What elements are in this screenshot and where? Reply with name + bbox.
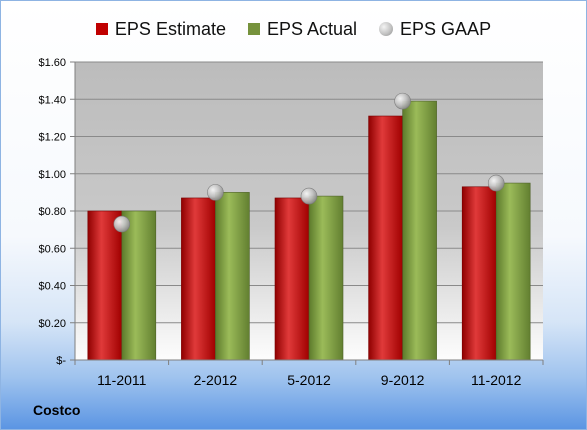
- y-tick-label-3: $0.60: [38, 243, 66, 255]
- bar-eps-estimate-4: [461, 186, 497, 361]
- legend: EPS Estimate EPS Actual EPS GAAP: [0, 14, 587, 44]
- bar-eps-estimate-0: [87, 210, 123, 361]
- y-tick-label-1: $0.20: [38, 318, 66, 330]
- x-tick-label-0: 11-2011: [97, 372, 147, 388]
- marker-eps-gaap-2: [300, 187, 318, 205]
- marker-eps-gaap-0: [113, 215, 131, 233]
- marker-eps-gaap-4: [487, 174, 505, 192]
- x-tick-label-4: 11-2012: [471, 372, 522, 388]
- bars: [87, 100, 531, 361]
- y-tick-label-6: $1.20: [38, 132, 66, 144]
- y-tick-label-5: $1.00: [38, 169, 66, 181]
- x-tick-label-2: 5-2012: [287, 372, 331, 388]
- bar-eps-estimate-2: [274, 197, 310, 361]
- bar-eps-actual-2: [308, 195, 344, 361]
- legend-label-eps-gaap: EPS GAAP: [400, 18, 492, 39]
- legend-swatch-eps-actual: [247, 23, 260, 35]
- bar-eps-estimate-3: [368, 115, 403, 361]
- legend-item-eps-gaap: EPS GAAP: [379, 19, 491, 40]
- bar-eps-actual-1: [215, 192, 250, 361]
- bar-eps-estimate-1: [181, 197, 216, 361]
- y-tick-label-7: $1.40: [38, 94, 66, 106]
- company-label: Costco: [33, 402, 81, 418]
- x-tick-label-3: 9-2012: [381, 372, 425, 388]
- marker-eps-gaap-3: [394, 92, 411, 110]
- y-tick-label-0: $-: [56, 355, 66, 367]
- legend-label-eps-actual: EPS Actual: [266, 18, 358, 39]
- bar-eps-actual-4: [495, 182, 531, 361]
- bar-eps-actual-3: [402, 100, 437, 361]
- x-tick-label-1: 2-2012: [194, 372, 238, 388]
- x-axis: 11-2011 2-2012 5-2012 9-2012 11-2012: [74, 359, 544, 388]
- legend-item-eps-actual: EPS Actual: [247, 18, 358, 40]
- legend-item-eps-estimate: EPS Estimate: [95, 18, 226, 40]
- bar-eps-actual-0: [121, 210, 157, 361]
- legend-label-eps-estimate: EPS Estimate: [114, 18, 226, 39]
- y-tick-label-8: $1.60: [38, 57, 66, 69]
- y-axis: $- $0.20 $0.40 $0.60 $0.80 $1.00 $1.20 $1.40 $1.…: [38, 57, 76, 367]
- legend-swatch-eps-estimate: [95, 23, 108, 35]
- legend-marker-eps-gaap: [379, 22, 394, 36]
- gaap-markers: [113, 92, 505, 233]
- y-tick-label-4: $0.80: [38, 206, 66, 218]
- marker-eps-gaap-1: [207, 184, 224, 201]
- y-tick-label-2: $0.40: [38, 281, 66, 293]
